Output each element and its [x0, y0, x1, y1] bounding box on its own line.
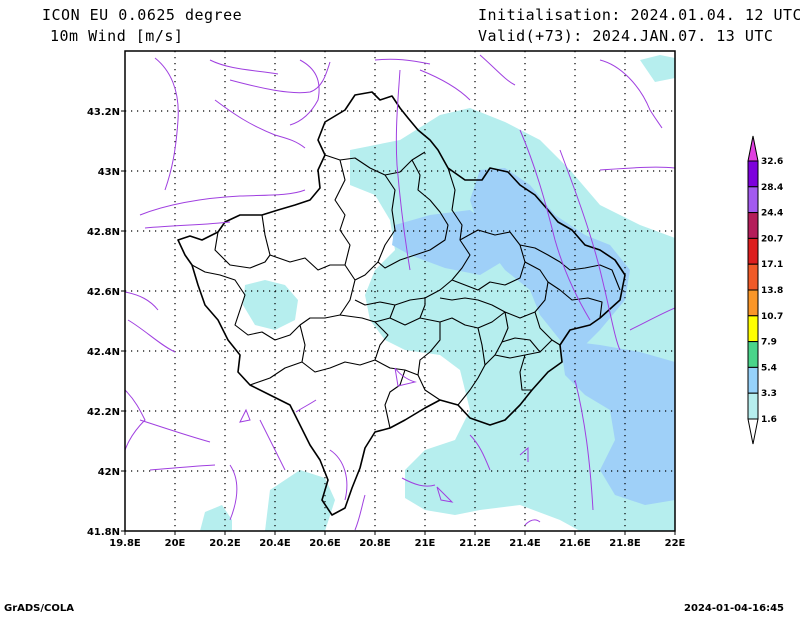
lon-label: 21.8E: [609, 538, 641, 549]
country-outline: [177, 91, 626, 516]
lon-label: 20E: [165, 538, 186, 549]
streamline: [519, 129, 591, 321]
colorbar-label: 10.7: [761, 312, 783, 322]
colorbar-label: 3.3: [761, 389, 777, 399]
lon-label: 22E: [665, 538, 686, 549]
streamline: [259, 419, 286, 471]
streamlines: [125, 54, 675, 531]
shading-light-north: [640, 55, 675, 82]
colorbar-label: 5.4: [761, 363, 777, 373]
colorbar-label: 7.9: [761, 338, 777, 348]
streamline: [401, 477, 436, 487]
internal-boundaries: [191, 151, 621, 429]
colorbar-label: 28.4: [761, 183, 783, 193]
streamline: [144, 221, 231, 229]
streamline: [214, 99, 306, 149]
lon-label: 21.2E: [459, 538, 491, 549]
model-title: ICON EU 0.0625 degree: [42, 6, 243, 24]
lon-label: 20.6E: [309, 538, 341, 549]
streamline: [559, 149, 621, 351]
colorbar-cap-bottom: [747, 418, 759, 445]
colorbar-label: 1.6: [761, 415, 777, 425]
lon-label: 21.6E: [559, 538, 591, 549]
shading-light-east: [350, 108, 675, 531]
lat-label: 42.2N: [87, 407, 120, 418]
streamline: [154, 57, 179, 191]
valid-time: Valid(+73): 2024.JAN.07. 13 UTC: [478, 27, 774, 45]
lat-label: 42.6N: [87, 287, 120, 298]
colorbar-label: 17.1: [761, 260, 783, 270]
colorbar-swatch: [747, 392, 759, 420]
streamline: [436, 486, 454, 503]
boundaries: [177, 91, 626, 516]
streamline: [329, 449, 348, 501]
colorbar-swatch: [747, 289, 759, 317]
streamline: [479, 54, 516, 86]
lon-label: 20.2E: [209, 538, 241, 549]
streamline: [289, 59, 320, 126]
streamline: [629, 307, 675, 331]
streamline: [125, 291, 159, 311]
streamline: [394, 367, 417, 387]
colorbar-swatch: [747, 315, 759, 343]
colorbar-swatch: [747, 186, 759, 214]
colorbar-swatch: [747, 341, 759, 368]
footer-timestamp: 2024-01-04-16:45: [684, 603, 784, 614]
colorbar-swatch: [747, 366, 759, 394]
colorbar-label: 20.7: [761, 234, 783, 244]
shading-light-west: [243, 280, 298, 330]
streamline: [395, 69, 411, 271]
init-time: Initialisation: 2024.01.04. 12 UTC: [478, 6, 800, 24]
streamline: [599, 166, 675, 171]
streamline: [295, 399, 317, 413]
lon-label: 20.8E: [359, 538, 391, 549]
shading-mid-southeast: [560, 340, 675, 505]
shading-mid-band: [392, 210, 505, 275]
streamline: [599, 59, 663, 129]
colorbar-label: 24.4: [761, 209, 783, 219]
colorbar: 32.6 28.4 24.4 20.7 17.1 13.8 10.7 7.9 5.4 3.3 1.6: [747, 135, 783, 445]
graticule: [125, 51, 675, 531]
lon-label: 21.4E: [509, 538, 541, 549]
streamline: [139, 419, 211, 443]
colorbar-label: 13.8: [761, 286, 783, 296]
lon-label: 19.8E: [109, 538, 141, 549]
streamline: [524, 519, 541, 526]
streamline: [354, 494, 366, 531]
lat-label: 41.8N: [87, 527, 120, 538]
lat-label: 42.8N: [87, 227, 120, 238]
streamline: [469, 434, 491, 471]
lat-label: 43N: [98, 167, 120, 178]
streamline: [419, 69, 471, 101]
colorbar-cap-top: [747, 135, 759, 162]
colorbar-label: 32.6: [761, 157, 783, 167]
streamline: [209, 59, 279, 75]
colorbar-swatch: [747, 237, 759, 265]
lon-label: 21E: [415, 538, 436, 549]
colorbar-swatch: [747, 160, 759, 188]
lon-label: 20.4E: [259, 538, 291, 549]
streamline: [149, 464, 216, 471]
streamline: [239, 408, 251, 423]
tick-marks: [121, 110, 676, 535]
streamline: [519, 446, 529, 462]
wind-shading: [200, 55, 675, 531]
lat-label: 43.2N: [87, 107, 120, 118]
streamline: [229, 61, 331, 94]
variable-title: 10m Wind [m/s]: [50, 27, 184, 45]
streamline: [229, 464, 238, 521]
streamline: [574, 379, 594, 511]
streamline: [374, 58, 431, 65]
colorbar-swatch: [747, 212, 759, 239]
lat-label: 42N: [98, 467, 120, 478]
lat-label: 42.4N: [87, 347, 120, 358]
colorbar-swatch: [747, 263, 759, 291]
footer-credit: GrADS/COLA: [4, 603, 74, 614]
shading-light-southwest: [200, 505, 232, 531]
shading-light-south: [265, 470, 335, 531]
streamline: [127, 319, 176, 353]
streamline: [139, 189, 306, 216]
